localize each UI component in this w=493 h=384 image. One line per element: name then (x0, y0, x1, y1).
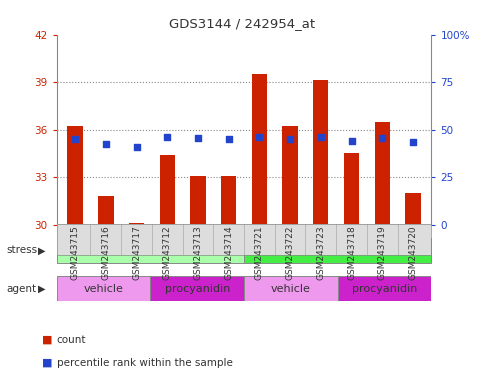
Bar (68, 126, 83, 384)
Point (133, 144, 141, 150)
Bar (244, 238, 431, 263)
Text: GSM243717: GSM243717 (132, 225, 141, 280)
Bar (221, 175, 236, 384)
Point (255, 134, 263, 140)
Text: GSM243712: GSM243712 (163, 225, 172, 280)
Text: GDS3144 / 242954_at: GDS3144 / 242954_at (169, 17, 315, 30)
Text: GSM243721: GSM243721 (255, 225, 264, 280)
Bar (252, 74, 267, 384)
Bar (244, 276, 338, 301)
Bar (150, 276, 244, 301)
Bar (160, 155, 175, 384)
Text: vehicle: vehicle (271, 284, 311, 294)
Text: vehicle: vehicle (84, 284, 123, 294)
Bar (313, 81, 328, 384)
Text: GSM243713: GSM243713 (193, 225, 203, 280)
Text: GSM243718: GSM243718 (347, 225, 356, 280)
Bar (57, 238, 244, 263)
Text: GSM243715: GSM243715 (70, 225, 80, 280)
Point (194, 134, 202, 141)
Bar (338, 276, 431, 301)
Text: ▶: ▶ (38, 245, 45, 255)
Text: GSM243720: GSM243720 (408, 225, 418, 280)
Text: agent: agent (6, 284, 36, 294)
Bar (375, 122, 390, 384)
Bar (98, 196, 113, 384)
Text: stress: stress (6, 245, 37, 255)
Text: ▶: ▶ (38, 284, 45, 294)
Bar (344, 153, 359, 384)
Bar (190, 175, 206, 384)
Point (409, 139, 417, 146)
Text: GSM243723: GSM243723 (317, 225, 325, 280)
Bar (405, 193, 421, 384)
Bar (129, 223, 144, 384)
Point (317, 134, 325, 140)
Point (286, 136, 294, 142)
Text: inflamed: inflamed (313, 245, 362, 256)
Point (102, 141, 110, 147)
Bar (57, 276, 150, 301)
Text: GSM243722: GSM243722 (285, 225, 295, 280)
Text: ■: ■ (42, 335, 52, 345)
Point (225, 136, 233, 142)
Text: GSM243719: GSM243719 (378, 225, 387, 280)
Point (163, 134, 171, 140)
Text: GSM243714: GSM243714 (224, 225, 233, 280)
Point (378, 134, 386, 141)
Text: procyanidin: procyanidin (165, 284, 230, 294)
Point (348, 138, 355, 144)
Text: ■: ■ (42, 358, 52, 368)
Bar (282, 126, 298, 384)
Text: count: count (57, 335, 86, 345)
Text: GSM243716: GSM243716 (102, 225, 110, 280)
Text: uninflamed: uninflamed (119, 245, 182, 256)
Text: procyanidin: procyanidin (352, 284, 417, 294)
Text: percentile rank within the sample: percentile rank within the sample (57, 358, 233, 368)
Point (71, 136, 79, 142)
